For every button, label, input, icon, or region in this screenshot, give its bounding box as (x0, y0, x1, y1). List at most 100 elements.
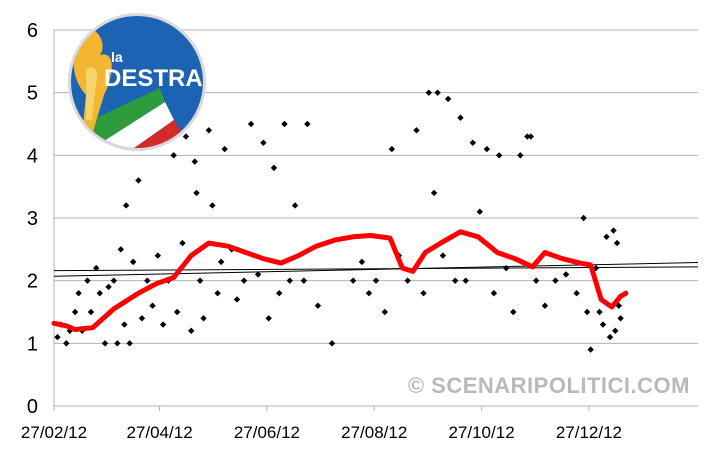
data-point (462, 277, 469, 284)
watermark-text: © SCENARIPOLITICI.COM (408, 373, 690, 398)
y-tick-label: 5 (27, 83, 38, 105)
y-tick-label: 6 (27, 20, 38, 42)
data-point (388, 145, 396, 153)
data-point (434, 89, 441, 96)
data-point (173, 308, 181, 316)
series-line (51, 229, 629, 332)
trendline (53, 266, 699, 272)
data-point (188, 327, 195, 334)
data-point (476, 208, 484, 215)
data-point (532, 277, 540, 284)
data-point (304, 120, 311, 128)
x-tick-label: 27/06/12 (234, 423, 300, 442)
axes (53, 30, 698, 407)
x-tick-label: 27/12/12 (556, 423, 622, 442)
y-tick-label: 2 (27, 271, 38, 293)
data-point (101, 340, 109, 347)
data-point (573, 290, 580, 297)
data-point (349, 277, 357, 284)
y-axis-ticks: 0 1 2 3 4 5 6 (27, 20, 38, 418)
data-point (457, 114, 464, 121)
y-tick-label: 3 (27, 208, 38, 230)
x-axis-ticks: 27/02/12 27/04/12 27/06/12 27/08/12 27/10/12… (21, 406, 622, 442)
data-point (510, 308, 517, 316)
data-point (404, 277, 411, 284)
y-tick-label: 4 (27, 145, 38, 167)
data-point (265, 315, 272, 322)
data-point (358, 258, 366, 266)
data-point (617, 315, 624, 322)
data-point (182, 133, 190, 140)
data-point (517, 152, 524, 159)
data-point (93, 264, 100, 272)
data-point (606, 333, 614, 341)
data-point (314, 302, 322, 309)
data-point (193, 189, 200, 197)
data-point (580, 214, 587, 222)
logo-green-band (75, 88, 165, 148)
data-point (144, 277, 151, 284)
data-point (612, 327, 619, 334)
data-point (425, 89, 432, 96)
data-point (592, 264, 600, 272)
data-point (469, 139, 476, 146)
data-point (138, 315, 146, 322)
data-point (159, 321, 167, 328)
y-tick-label: 1 (27, 333, 38, 355)
data-point (527, 133, 535, 140)
data-point (613, 239, 621, 247)
data-point (596, 308, 603, 316)
data-point (191, 158, 198, 165)
logo-big-word: DESTRA (104, 65, 203, 92)
data-point (154, 252, 162, 259)
data-point (483, 145, 491, 153)
logo-small-word: la (111, 49, 123, 65)
data-point (87, 308, 95, 316)
data-point (122, 202, 130, 209)
data-point (260, 139, 267, 146)
data-point (524, 133, 531, 140)
data-point (451, 277, 459, 284)
data-point (196, 277, 204, 284)
flame-highlight (86, 67, 98, 120)
data-point (281, 120, 288, 128)
data-point (121, 321, 128, 328)
data-point (63, 340, 70, 347)
data-point (126, 340, 133, 347)
data-point (562, 271, 570, 278)
data-point (276, 290, 283, 297)
data-point (495, 152, 503, 159)
data-point (603, 233, 610, 240)
data-point (105, 283, 112, 291)
data-point (254, 271, 262, 278)
data-point (247, 120, 255, 128)
data-point (214, 290, 221, 297)
data-point (610, 227, 617, 234)
data-point (179, 239, 186, 247)
data-point (170, 152, 177, 159)
data-point (413, 127, 420, 134)
party-logo: la DESTRA (68, 13, 206, 151)
moving-average-line (51, 229, 629, 332)
data-point (129, 258, 137, 266)
data-point (217, 258, 225, 266)
data-point (233, 296, 241, 303)
trendlines (53, 261, 699, 277)
data-point (96, 290, 103, 297)
data-point (110, 277, 118, 284)
data-point (200, 315, 207, 322)
data-point (291, 202, 299, 209)
x-tick-label: 27/04/12 (126, 423, 192, 442)
data-point (270, 164, 278, 172)
data-point (149, 302, 156, 309)
x-tick-label: 27/10/12 (448, 423, 514, 442)
trendline (53, 261, 699, 277)
data-point (117, 246, 125, 253)
data-point (552, 277, 559, 284)
data-point (444, 95, 452, 103)
x-tick-label: 27/08/12 (341, 423, 407, 442)
data-point (381, 308, 388, 316)
data-point (490, 290, 498, 297)
data-point (240, 277, 248, 284)
